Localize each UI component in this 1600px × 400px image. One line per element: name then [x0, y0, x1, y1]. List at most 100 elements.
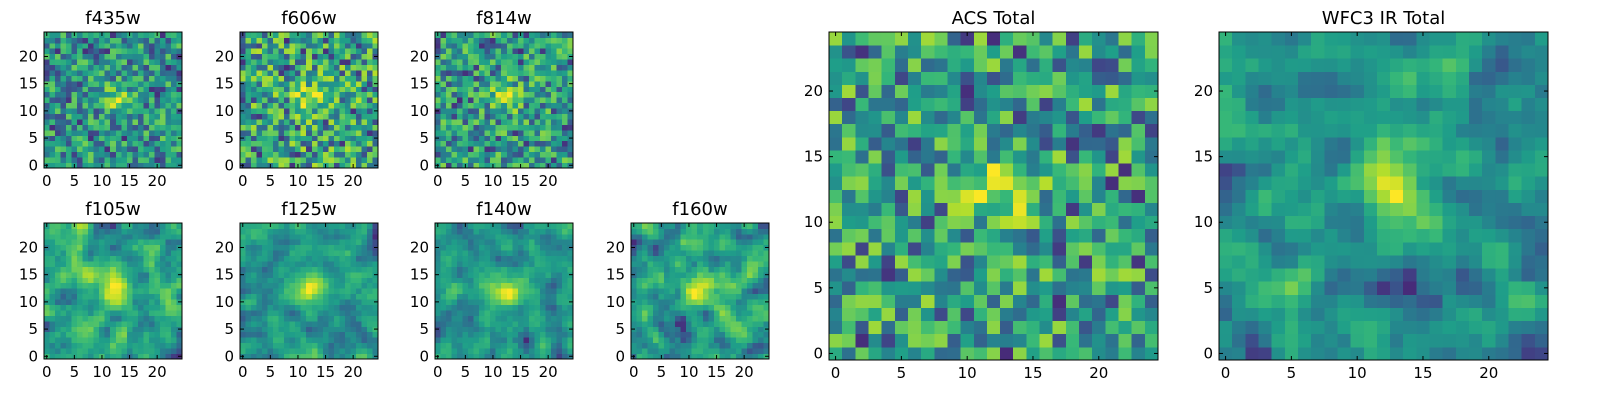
heatmap-cell	[528, 320, 535, 327]
heatmap-cell	[251, 320, 257, 327]
heatmap-cell	[512, 331, 519, 338]
heatmap-cell	[328, 32, 335, 38]
heatmap-cell	[339, 108, 346, 114]
heatmap-cell	[110, 53, 117, 60]
heatmap-cell	[110, 102, 117, 109]
heatmap-cell	[366, 146, 373, 153]
heatmap-cell	[170, 293, 177, 300]
heatmap-cell	[137, 140, 144, 147]
heatmap-cell	[344, 48, 351, 55]
heatmap-cell	[71, 293, 78, 300]
heatmap-cell	[372, 59, 379, 66]
heatmap-cell	[311, 162, 318, 169]
heatmap-cell	[372, 223, 379, 229]
heatmap-cell	[561, 239, 568, 246]
heatmap-cell	[44, 113, 50, 120]
heatmap-cell	[355, 59, 362, 66]
heatmap-cell	[545, 86, 552, 93]
heatmap-cell	[176, 119, 183, 125]
heatmap-cell	[960, 202, 975, 217]
heatmap-cell	[686, 244, 693, 251]
heatmap-cell	[517, 124, 524, 131]
heatmap-cell	[686, 266, 693, 273]
heatmap-cell	[457, 91, 463, 98]
heatmap-cell	[44, 320, 50, 327]
heatmap-cell	[921, 241, 935, 256]
heatmap-cell	[77, 157, 84, 163]
heatmap-cell	[366, 288, 373, 295]
heatmap-cell	[350, 266, 357, 273]
heatmap-cell	[154, 146, 161, 153]
heatmap-cell	[713, 228, 720, 235]
heatmap-cell	[273, 250, 280, 257]
heatmap-cell	[311, 80, 318, 87]
heatmap-cell	[311, 129, 318, 136]
heatmap-cell	[735, 239, 742, 246]
heatmap-cell	[907, 163, 922, 177]
heatmap-cell	[752, 271, 759, 278]
heatmap-cell	[88, 331, 95, 338]
heatmap-cell	[361, 255, 368, 262]
heatmap-cell	[77, 299, 84, 305]
heatmap-cell	[842, 189, 856, 203]
heatmap-cell	[468, 75, 475, 82]
heatmap-cell	[115, 146, 122, 153]
heatmap-cell	[148, 310, 155, 316]
heatmap-cell	[77, 119, 84, 125]
heatmap-cell	[44, 315, 50, 322]
heatmap-cell	[539, 97, 546, 104]
heatmap-cell	[99, 255, 106, 262]
heatmap-cell	[730, 310, 737, 316]
heatmap-cell	[104, 151, 111, 158]
heatmap-cell	[550, 228, 557, 235]
heatmap-cell	[361, 228, 368, 235]
heatmap-cell	[528, 277, 535, 284]
heatmap-cell	[240, 315, 246, 322]
heatmap-cell	[104, 239, 111, 246]
heatmap-cell	[55, 293, 61, 300]
heatmap-cell	[719, 228, 726, 235]
heatmap-cell	[468, 32, 475, 38]
heatmap-cell	[143, 146, 150, 153]
heatmap-cell	[77, 151, 84, 158]
heatmap-cell	[468, 353, 475, 360]
heatmap-cell	[567, 129, 574, 136]
heatmap-cell	[372, 348, 379, 354]
heatmap-cell	[523, 108, 530, 114]
heatmap-cell	[735, 288, 742, 295]
heatmap-cell	[300, 320, 307, 327]
heatmap-cell	[333, 293, 340, 300]
heatmap-cell	[741, 293, 748, 300]
heatmap-cell	[457, 320, 463, 327]
heatmap-cell	[165, 97, 172, 104]
heatmap-cell	[355, 86, 362, 93]
heatmap-cell	[361, 119, 368, 125]
heatmap-cell	[451, 331, 458, 338]
heatmap-cell	[77, 266, 84, 273]
heatmap-cell	[154, 320, 161, 327]
heatmap-cell	[528, 53, 535, 60]
heatmap-cell	[501, 277, 508, 284]
heatmap-cell	[921, 163, 935, 177]
heatmap-cell	[484, 151, 491, 158]
heatmap-cell	[176, 239, 183, 246]
heatmap-cell	[1144, 346, 1159, 361]
heatmap-cell	[148, 80, 155, 87]
heatmap-cell	[664, 239, 671, 246]
heatmap-cell	[446, 86, 452, 93]
heatmap-cell	[295, 140, 302, 147]
heatmap-cell	[289, 59, 296, 66]
heatmap-cell	[468, 97, 475, 104]
heatmap-cell	[517, 102, 524, 109]
heatmap-cell	[484, 342, 491, 349]
heatmap-cell	[512, 266, 519, 273]
heatmap-cell	[501, 244, 508, 251]
heatmap-cell	[267, 75, 274, 82]
heatmap-cell	[245, 310, 252, 316]
heatmap-cell	[702, 250, 709, 257]
heatmap-cell	[176, 146, 183, 153]
heatmap-cell	[490, 244, 497, 251]
heatmap-cell	[44, 91, 50, 98]
heatmap-cell	[490, 140, 497, 147]
heatmap-cell	[763, 223, 770, 229]
